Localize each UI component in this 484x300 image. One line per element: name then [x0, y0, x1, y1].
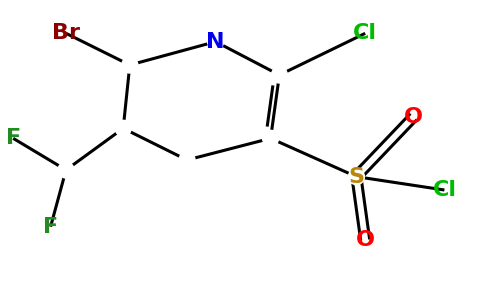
Circle shape	[58, 162, 74, 178]
Circle shape	[122, 57, 138, 73]
Circle shape	[348, 169, 364, 185]
Text: F: F	[43, 217, 58, 237]
Text: Br: Br	[52, 23, 80, 43]
Text: N: N	[206, 32, 225, 52]
Circle shape	[272, 67, 287, 83]
Circle shape	[208, 34, 224, 50]
Text: O: O	[356, 230, 375, 250]
Text: Cl: Cl	[353, 23, 377, 43]
Text: Cl: Cl	[432, 180, 456, 200]
Text: S: S	[348, 167, 364, 187]
Text: F: F	[6, 128, 21, 148]
Circle shape	[179, 152, 195, 168]
Text: O: O	[404, 107, 423, 127]
Circle shape	[115, 120, 131, 136]
Circle shape	[263, 130, 279, 146]
